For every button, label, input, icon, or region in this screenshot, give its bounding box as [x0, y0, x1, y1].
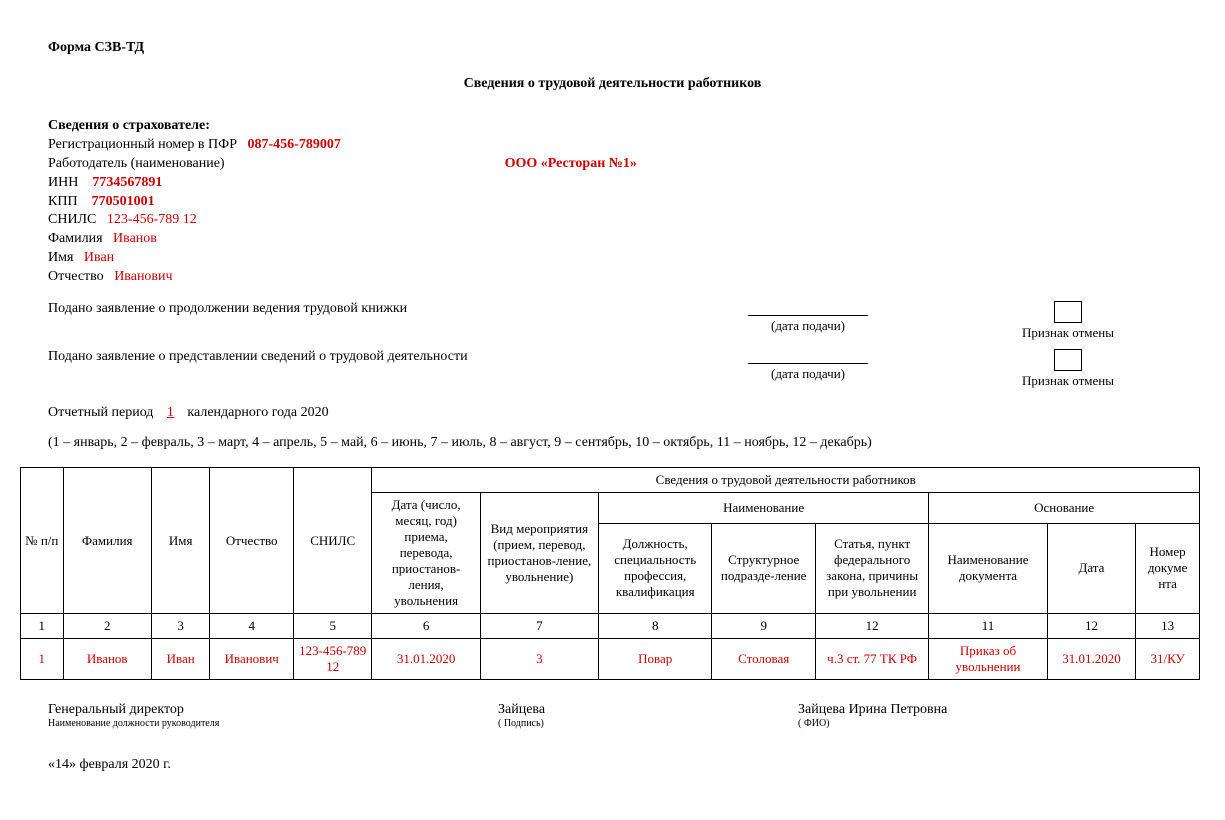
signature-post: Генеральный директор — [48, 702, 498, 718]
cancel-sub-1: Признак отмены — [988, 325, 1148, 341]
patr-label: Отчество — [48, 269, 104, 284]
employer-label: Работодатель (наименование) — [48, 155, 225, 174]
cell-name: Иван — [151, 639, 210, 680]
th-docdate: Дата — [1047, 523, 1136, 613]
cell-n: 1 — [21, 639, 64, 680]
colnum: 9 — [712, 614, 815, 639]
footer-date: «14» февраля 2020 г. — [48, 757, 1205, 773]
activity-table: № п/п Фамилия Имя Отчество СНИЛС Сведени… — [20, 467, 1200, 680]
colnum: 7 — [480, 614, 598, 639]
cell-position: Повар — [598, 639, 712, 680]
cell-docnum: 31/КУ — [1136, 639, 1200, 680]
th-docnum: Номер докуме нта — [1136, 523, 1200, 613]
date-sub-1: (дата подачи) — [708, 318, 908, 334]
declaration-1: Подано заявление о продолжении ведения т… — [48, 301, 648, 317]
th-docname: Наименование документа — [929, 523, 1047, 613]
cell-patr: Иванович — [210, 639, 294, 680]
th-snils: СНИЛС — [293, 468, 371, 614]
period-prefix: Отчетный период — [48, 405, 153, 420]
cell-docname: Приказ об увольнении — [929, 639, 1047, 680]
period-number: 1 — [164, 405, 177, 420]
th-num: № п/п — [21, 468, 64, 614]
employer-name: ООО «Ресторан №1» — [505, 155, 637, 174]
date-line-2 — [748, 349, 868, 364]
snils-label: СНИЛС — [48, 212, 96, 227]
colnum: 2 — [63, 614, 151, 639]
colnum: 12 — [815, 614, 928, 639]
cell-article: ч.3 ст. 77 ТК РФ — [815, 639, 928, 680]
date-line-1 — [748, 301, 868, 316]
colnum: 3 — [151, 614, 210, 639]
cell-surname: Иванов — [63, 639, 151, 680]
th-surname: Фамилия — [63, 468, 151, 614]
colnum: 4 — [210, 614, 294, 639]
cell-unit: Столовая — [712, 639, 815, 680]
reg-label: Регистрационный номер в ПФР — [48, 137, 237, 152]
name-value: Иван — [84, 250, 114, 265]
signature-sign-sub: ( Подпись) — [498, 718, 798, 729]
form-code: Форма СЗВ-ТД — [48, 40, 1205, 56]
cell-date: 31.01.2020 — [372, 639, 480, 680]
th-naming: Наименование — [598, 493, 928, 524]
signature-fio-sub: ( ФИО) — [798, 718, 1098, 729]
cancel-box-2 — [1054, 349, 1082, 371]
inn-label: ИНН — [48, 175, 78, 190]
colnum: 13 — [1136, 614, 1200, 639]
surname-value: Иванов — [113, 231, 157, 246]
kpp-value: 770501001 — [92, 194, 155, 209]
period-suffix: календарного года 2020 — [187, 405, 328, 420]
th-name: Имя — [151, 468, 210, 614]
th-patr: Отчество — [210, 468, 294, 614]
colnum: 1 — [21, 614, 64, 639]
th-unit: Структурное подразде-ление — [712, 523, 815, 613]
cancel-box-1 — [1054, 301, 1082, 323]
signature-post-sub: Наименование должности руководителя — [48, 718, 498, 729]
patr-value: Иванович — [114, 269, 172, 284]
colnum: 6 — [372, 614, 480, 639]
cancel-sub-2: Признак отмены — [988, 373, 1148, 389]
date-sub-2: (дата подачи) — [708, 366, 908, 382]
th-super: Сведения о трудовой деятельности работни… — [372, 468, 1200, 493]
colnum: 12 — [1047, 614, 1136, 639]
cell-snils: 123-456-789 12 — [293, 639, 371, 680]
colnum: 5 — [293, 614, 371, 639]
th-position: Должность, специальность профессия, квал… — [598, 523, 712, 613]
th-article: Статья, пункт федерального закона, причи… — [815, 523, 928, 613]
col-number-row: 1 2 3 4 5 6 7 8 9 12 11 12 13 — [21, 614, 1200, 639]
th-basis: Основание — [929, 493, 1200, 524]
document-title: Сведения о трудовой деятельности работни… — [20, 76, 1205, 92]
colnum: 8 — [598, 614, 712, 639]
name-label: Имя — [48, 250, 73, 265]
kpp-label: КПП — [48, 194, 78, 209]
cell-docdate: 31.01.2020 — [1047, 639, 1136, 680]
table-row: 1 Иванов Иван Иванович 123-456-789 12 31… — [21, 639, 1200, 680]
inn-value: 7734567891 — [92, 175, 162, 190]
insurer-header: Сведения о страхователе: — [48, 117, 1205, 136]
signature-fio: Зайцева Ирина Петровна — [798, 702, 1098, 718]
th-date: Дата (число, месяц, год) приема, перевод… — [372, 493, 480, 614]
cell-event: 3 — [480, 639, 598, 680]
snils-value: 123-456-789 12 — [107, 212, 197, 227]
colnum: 11 — [929, 614, 1047, 639]
reg-value: 087-456-789007 — [248, 137, 341, 152]
surname-label: Фамилия — [48, 231, 103, 246]
declaration-2: Подано заявление о представлении сведени… — [48, 349, 648, 365]
signature-sign: Зайцева — [498, 702, 798, 718]
months-legend: (1 – январь, 2 – февраль, 3 – март, 4 – … — [48, 435, 1205, 451]
th-event: Вид мероприятия (прием, перевод, приоста… — [480, 493, 598, 614]
